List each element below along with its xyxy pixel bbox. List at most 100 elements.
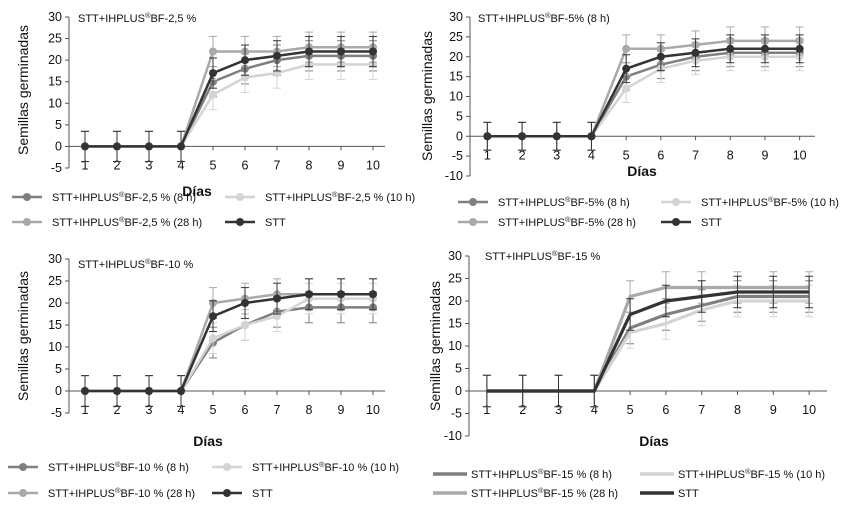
x-tick-label: 5 xyxy=(627,403,634,417)
x-tick-label: 9 xyxy=(338,403,345,417)
chart-title: STT+IHPLUS®BF-2,5 % xyxy=(78,11,197,26)
data-point xyxy=(145,387,153,395)
x-tick-label: 1 xyxy=(82,158,89,172)
legend-marker xyxy=(23,193,31,201)
data-point xyxy=(81,387,89,395)
data-point xyxy=(273,294,281,303)
x-tick-label: 7 xyxy=(274,158,281,172)
x-tick-label: 1 xyxy=(484,148,491,162)
legend-marker xyxy=(672,198,680,206)
x-tick-label: 10 xyxy=(366,158,380,172)
chart-title: STT+IHPLUS®BF-5% (8 h) xyxy=(478,11,610,26)
x-tick-label: 7 xyxy=(274,403,281,417)
chart-title: STT+IHPLUS®BF-10 % xyxy=(78,257,193,272)
y-tick-label: 0 xyxy=(55,384,62,398)
y-tick-label: 15 xyxy=(449,70,463,84)
y-tick-label: -5 xyxy=(51,161,62,175)
chart-panel-3: -5 0 5 10 15 20 25 30 1 2 3 4 5 6 7 8 9 10 STT+IHPLUS®BF-1… xyxy=(8,252,399,500)
legend-item: STT+IHPLUS®BF-2,5 % (8 h) xyxy=(12,190,196,205)
y-tick-label: 30 xyxy=(48,252,62,266)
legend-item: STT+IHPLUS®BF-15 % (8 h) xyxy=(433,467,612,481)
x-tick-label: 6 xyxy=(657,148,664,162)
x-tick-label: 3 xyxy=(146,403,153,417)
y-tick-label: 5 xyxy=(55,362,62,376)
series-line xyxy=(85,297,373,393)
legend-item: STT xyxy=(225,217,286,229)
series-line xyxy=(85,306,373,393)
y-tick-label: 30 xyxy=(448,249,462,263)
x-axis-label: Días xyxy=(627,163,657,179)
x-tick-label: 10 xyxy=(366,403,380,417)
data-point xyxy=(209,47,217,56)
x-axis-label: Días xyxy=(639,433,669,449)
data-point xyxy=(760,44,769,53)
y-tick-label: 30 xyxy=(449,10,463,24)
data-point xyxy=(241,321,249,329)
data-point xyxy=(622,64,631,73)
data-point xyxy=(209,69,217,78)
legend-label: STT+IHPLUS®BF-5% (28 h) xyxy=(498,215,636,230)
y-tick-label: 0 xyxy=(456,129,463,143)
series-line xyxy=(85,45,373,148)
x-tick-label: 9 xyxy=(338,158,345,172)
x-tick-label: 3 xyxy=(146,158,153,172)
data-point xyxy=(273,51,281,60)
legend: STT+IHPLUS®BF-5% (8 h) STT+IHPLUS®BF-5% (… xyxy=(458,195,839,230)
y-tick-label: 0 xyxy=(55,139,62,153)
y-tick-label: 15 xyxy=(48,318,62,332)
x-tick-label: 4 xyxy=(591,403,598,417)
data-point xyxy=(656,52,665,61)
y-tick-label: 25 xyxy=(449,30,463,44)
legend-item: STT+IHPLUS®BF-10 % (8 h) xyxy=(8,460,189,474)
legend-label: STT+IHPLUS®BF-2,5 % (28 h) xyxy=(52,215,202,230)
x-tick-label: 8 xyxy=(306,403,313,417)
legend: STT+IHPLUS®BF-15 % (8 h) STT+IHPLUS®BF-15… xyxy=(433,467,825,500)
x-tick-label: 2 xyxy=(519,403,526,417)
y-tick-label: -5 xyxy=(51,406,62,420)
data-point xyxy=(552,132,561,141)
y-tick-label: 15 xyxy=(48,75,62,89)
series-line xyxy=(487,47,800,138)
legend-item: STT+IHPLUS®BF-10 % (28 h) xyxy=(8,486,195,500)
legend-marker xyxy=(223,463,231,471)
data-point xyxy=(145,142,153,151)
legend-label: STT+IHPLUS®BF-5% (8 h) xyxy=(498,195,630,210)
data-point xyxy=(209,312,217,321)
x-axis-label: Días xyxy=(182,183,212,199)
data-point xyxy=(209,90,217,99)
x-tick-label: 10 xyxy=(802,403,816,417)
legend-item: STT+IHPLUS®BF-15 % (10 h) xyxy=(640,467,825,482)
data-point xyxy=(483,132,492,141)
series-3 xyxy=(483,26,804,151)
series-4 xyxy=(81,278,377,407)
x-tick-label: 9 xyxy=(770,403,777,417)
legend-label: STT+IHPLUS®BF-15 % (10 h) xyxy=(678,467,825,482)
legend-label: STT+IHPLUS®BF-2,5 % (10 h) xyxy=(265,190,415,205)
series-line xyxy=(487,51,800,138)
x-tick-label: 6 xyxy=(242,403,249,417)
x-tick-label: 8 xyxy=(727,148,734,162)
series-line xyxy=(486,285,810,393)
legend-marker xyxy=(236,193,244,201)
legend-label: STT+IHPLUS®BF-2,5 % (8 h) xyxy=(52,190,196,205)
y-tick-label: 10 xyxy=(48,96,62,110)
legend-marker xyxy=(469,198,477,206)
y-tick-label: 10 xyxy=(448,339,462,353)
y-axis-label: Semillas germinadas xyxy=(15,271,31,401)
series-line xyxy=(85,292,373,393)
data-point xyxy=(337,290,345,299)
data-point xyxy=(305,47,313,56)
series-line xyxy=(486,294,810,393)
data-point xyxy=(241,299,249,307)
y-tick-label: 15 xyxy=(448,317,462,331)
x-tick-label: 8 xyxy=(306,158,313,172)
x-tick-label: 2 xyxy=(114,403,121,417)
y-tick-label: 25 xyxy=(448,272,462,286)
data-point xyxy=(305,290,313,299)
series-line xyxy=(85,54,373,148)
chart-title: STT+IHPLUS®BF-15 % xyxy=(485,249,600,264)
legend-item: STT+IHPLUS®BF-5% (8 h) xyxy=(458,195,630,210)
legend-label: STT xyxy=(678,488,699,500)
x-tick-label: 5 xyxy=(210,158,217,172)
